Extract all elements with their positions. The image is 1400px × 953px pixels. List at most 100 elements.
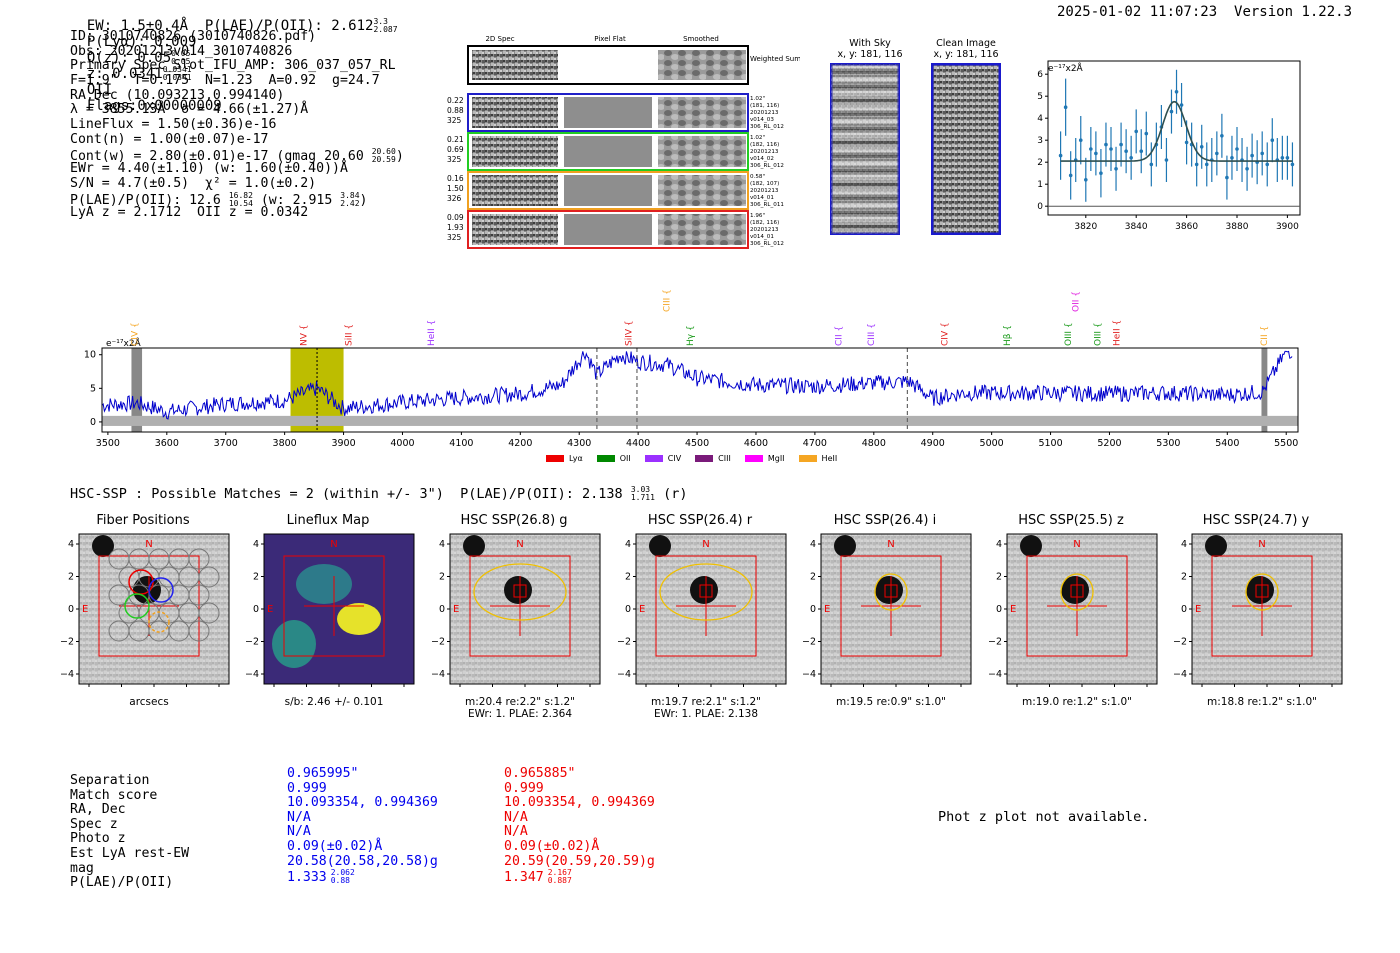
zoom-x-tick-label: 3880 (1226, 222, 1249, 232)
match-value: 0.09(±0.02)Å (287, 838, 383, 854)
zoom-point (1129, 156, 1133, 160)
fiber-orange (148, 611, 170, 633)
cutout-caption: m:19.7 re:2.1" s:1.2" EWr: 1. PLAE: 2.138 (616, 696, 796, 720)
match-value: 1.333 2.062 0.88 (287, 868, 355, 886)
col-title-pixelflat: Pixel Flat (594, 35, 626, 43)
match-label: Separation (70, 773, 150, 788)
sky-error-band (102, 415, 1298, 426)
cutout-noise (79, 534, 229, 684)
zoom-y-tick-label: 2 (1037, 158, 1043, 168)
aperture-box (1070, 584, 1084, 598)
cutout-y-tick-label: 4 (810, 539, 816, 550)
spec-row-right-label: 20201213 (750, 110, 779, 116)
zoom-point (1235, 147, 1239, 151)
spectral-line-label: NV { (299, 325, 309, 346)
east-label: E (267, 604, 273, 615)
zoom-point (1204, 162, 1209, 167)
legend-label: CIV (667, 454, 682, 463)
match-value: N/A (504, 809, 528, 825)
cutout-noise (450, 534, 600, 684)
info-contw: Cont(w) = 2.80(±0.01)e-17 (gmag 20.60 20… (70, 146, 404, 164)
match-value: 20.58(20.58,20.58)g (287, 853, 438, 869)
version-text: Version 1.22.3 (1234, 4, 1353, 20)
cutout-y-tick-label: −2 (802, 637, 816, 648)
spec-row-flat (564, 97, 652, 128)
cutout-caption-line: EWr: 1. PLAE: 2.364 (467, 708, 573, 720)
match-value: 0.999 (287, 780, 327, 796)
fiber-green (124, 593, 150, 619)
zoom-point (1134, 129, 1138, 134)
cutout-box (283, 555, 385, 657)
neighbor-source (1020, 535, 1042, 557)
neighbor-source (649, 535, 671, 557)
spec-row-right-label: 1.02" (750, 135, 765, 141)
legend-item: HeII (798, 454, 837, 463)
full-x-tick-label: 5500 (1274, 438, 1298, 449)
legend-item: CIII (695, 454, 731, 463)
lineflux-blob (272, 620, 316, 668)
full-x-tick-label: 3900 (331, 438, 355, 449)
spec-row-right-label: 306_RL_012 (750, 163, 784, 169)
legend-label: MgII (767, 454, 785, 463)
legend-item: MgII (744, 454, 785, 463)
spec-row-left-label: 0.21 (447, 135, 464, 144)
gray-band (131, 348, 143, 432)
full-x-tick-label: 3700 (214, 438, 238, 449)
spectral-line-label: Hβ { (1003, 325, 1013, 346)
timestamp-version: 2025-01-02 11:07:23 Version 1.22.3 (1057, 4, 1352, 20)
clean-image-title: Clean Image x, y: 181, 116 (933, 38, 999, 60)
spec-row-smoothed (658, 136, 746, 167)
zoom-point (1114, 167, 1118, 171)
cutout-title: HSC SSP(25.5) z (1018, 513, 1124, 528)
aperture-box (699, 584, 713, 598)
cutout-y-tick-label: −4 (1173, 669, 1187, 680)
info-sn: S/N = 4.7(±0.5) χ² = 1.0(±0.2) (70, 175, 317, 191)
top-summary-line: EW: 1.5±0.4Å P(LAE)/P(OII): 2.612 3.3 2.08… (70, 2, 398, 115)
full-x-tick-label: 5300 (1156, 438, 1180, 449)
neighbor-source (463, 535, 485, 557)
cutout-caption: arcsecs (59, 696, 239, 708)
north-label: N (702, 539, 709, 550)
spec-row-smoothed (658, 175, 746, 206)
cutout-y-tick-label: 4 (439, 539, 445, 550)
qz-text: Q(z): 0.05 (86, 50, 172, 66)
zoom-point (1068, 173, 1073, 178)
spec-row-left-label: 0.16 (447, 174, 464, 183)
cutout-y-tick-label: −2 (60, 637, 74, 648)
spectral-line-label: SiII { (344, 324, 354, 346)
cutout-box (469, 555, 571, 657)
cutout-box (840, 555, 942, 657)
spec-row-right-label: 0.58" (750, 174, 765, 180)
spec-row-left-label: 1.93 (447, 223, 464, 232)
spec-row-right-label: v014_01 (750, 195, 774, 201)
cutout-caption-line: m:19.5 re:0.9" s:1.0" (836, 696, 946, 708)
weighted-sum-label: Weighted Sum (750, 55, 800, 63)
info-primary: Primary Spec_Slot_IFU_AMP: 306_037_057_R… (70, 58, 396, 74)
fiber-circle (198, 566, 220, 588)
gray-band (1261, 348, 1268, 432)
aperture-ellipse (1060, 573, 1094, 611)
zoom-point (1225, 175, 1229, 180)
zoom-point (1220, 134, 1224, 138)
cutout-y-tick-label: 2 (625, 572, 631, 583)
zoom-point (1084, 178, 1088, 182)
with-sky-title: With Sky x, y: 181, 116 (837, 38, 903, 60)
zoom-point (1099, 171, 1103, 175)
legend-label: CIII (718, 454, 731, 463)
match-value: 0.965885" (504, 766, 576, 781)
fiber-circle (198, 602, 220, 624)
zoom-line-chart: e⁻¹⁷x2Å 3820 3840 3860 3880 3900 0 1 2 3 4 5 6 (1037, 60, 1301, 232)
spectrum-line (101, 350, 1293, 420)
north-label: N (145, 539, 152, 550)
spec-row-left-label: 1.50 (447, 184, 464, 193)
spectral-line-label: Hγ { (686, 325, 696, 346)
full-x-tick-label: 4900 (921, 438, 945, 449)
zoom-point (1285, 156, 1290, 160)
cutout-title: Fiber Positions (96, 513, 190, 528)
spectral-line-label: SiIV { (625, 320, 635, 346)
cutout-y-tick-label: −4 (802, 669, 816, 680)
spectral-line-label: CIII { (867, 323, 877, 346)
zoom-x-tick-label: 3900 (1276, 222, 1299, 232)
cutout-caption-line: arcsecs (129, 696, 169, 708)
spectral-line-label: CIV { (941, 322, 951, 346)
